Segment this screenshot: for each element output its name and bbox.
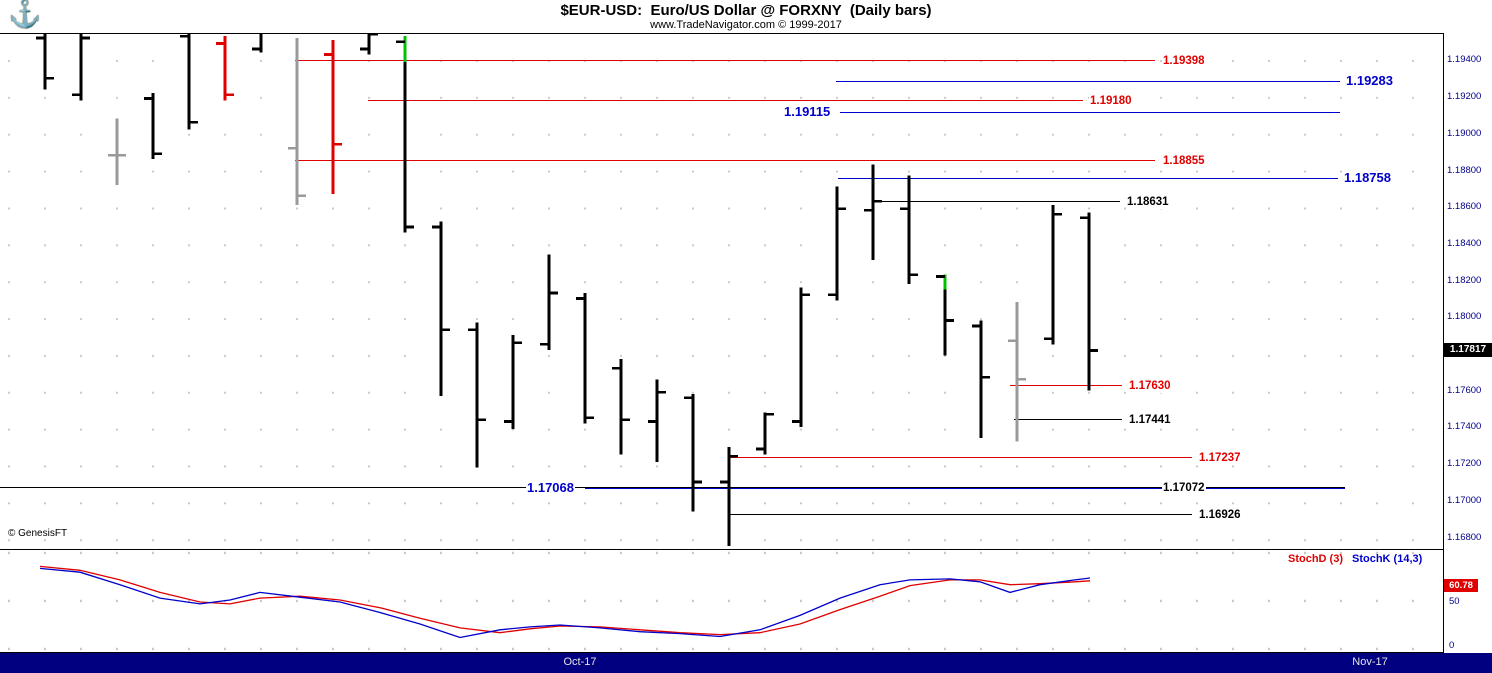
stochd-legend: StochD (3) (1288, 553, 1343, 565)
price-chart-canvas[interactable] (0, 33, 1443, 550)
genesisft-watermark: © GenesisFT (8, 528, 68, 539)
stoch-value-badge: 60.78 (1444, 578, 1478, 592)
axis-separator (1443, 33, 1444, 653)
chart-subtitle: www.TradeNavigator.com © 1999-2017 (650, 19, 842, 31)
price-axis[interactable] (1444, 33, 1492, 653)
time-label-nov: Nov-17 (1352, 656, 1388, 668)
genesis-anchor-icon: ⚓ (8, 0, 42, 29)
chart-header: ⚓ $EUR-USD: Euro/US Dollar @ FORXNY (Dai… (0, 0, 1492, 33)
chart-title: $EUR-USD: Euro/US Dollar @ FORXNY (Daily… (560, 2, 932, 19)
stochastic-panel[interactable]: StochD (3) StochK (14,3) (0, 550, 1443, 653)
stoch-axis-50-label: 50 (1449, 596, 1460, 607)
time-axis[interactable]: Oct-17 Nov-17 (0, 653, 1492, 673)
stochk-legend: StochK (14,3) (1352, 553, 1423, 565)
time-label-oct: Oct-17 (563, 656, 597, 668)
current-price-badge: 1.17817 (1444, 343, 1492, 358)
stoch-axis-0-label: 0 (1449, 640, 1455, 651)
